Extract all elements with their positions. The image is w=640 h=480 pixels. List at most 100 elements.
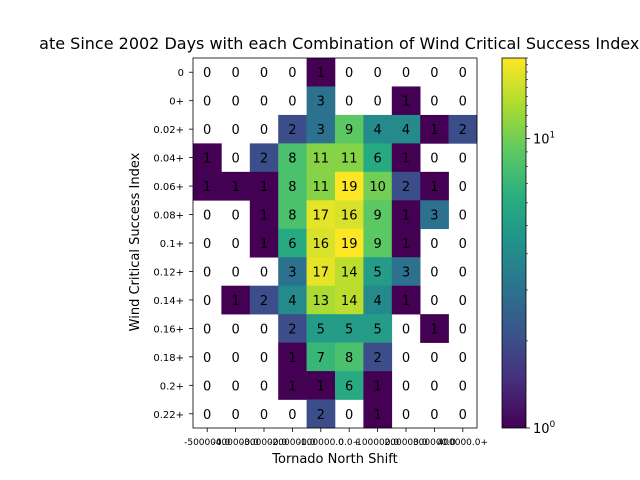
cell-value-label: 9 xyxy=(373,237,381,252)
y-tick-label: 0.1+ xyxy=(160,239,184,250)
cell-value-label: 0 xyxy=(459,95,467,110)
cell-value-label: 0 xyxy=(459,209,467,224)
heatmap-cell xyxy=(306,143,336,173)
x-tick-label: -100000.0 xyxy=(298,438,344,448)
cell-value-label: 10 xyxy=(369,180,386,195)
cell-value-label: 0 xyxy=(288,66,296,81)
cell-value-label: 3 xyxy=(288,265,296,280)
cell-value-label: 3 xyxy=(430,209,438,224)
heatmap-cell xyxy=(391,285,421,315)
cell-value-label: 0 xyxy=(231,209,239,224)
cell-value-label: 4 xyxy=(288,294,296,309)
heatmap-cell xyxy=(363,314,393,343)
heatmap-cell xyxy=(306,342,336,372)
cell-value-label: 1 xyxy=(402,209,410,224)
x-tick-label: -300000.0 xyxy=(241,438,287,448)
cell-value-label: 0 xyxy=(203,294,211,309)
cell-value-label: 0 xyxy=(203,265,211,280)
heatmap-cell xyxy=(221,285,251,315)
x-tick-label: 0.0+ xyxy=(338,438,360,448)
heatmap-cell xyxy=(306,314,336,343)
cell-value-label: 14 xyxy=(341,294,358,309)
cell-value-label: 1 xyxy=(231,294,239,309)
heatmap-cell xyxy=(306,58,336,87)
cell-value-label: 0 xyxy=(459,152,467,167)
heatmap-cell xyxy=(278,200,307,230)
cell-value-label: 2 xyxy=(373,351,381,366)
cell-value-label: 1 xyxy=(402,95,410,110)
cell-value-label: 4 xyxy=(402,123,410,138)
cell-value-label: 17 xyxy=(313,265,330,280)
heatmap-cell xyxy=(391,86,421,116)
cell-value-label: 11 xyxy=(313,180,330,195)
cell-value-label: 1 xyxy=(203,180,211,195)
cell-value-label: 16 xyxy=(313,237,330,252)
heatmap-cell xyxy=(391,114,421,144)
heatmap-cell xyxy=(306,114,336,144)
y-tick-label: 0.12+ xyxy=(153,267,184,278)
cell-value-label: 0 xyxy=(203,95,211,110)
cell-value-label: 11 xyxy=(341,152,358,167)
cell-value-label: 0 xyxy=(203,351,211,366)
heatmap-cell xyxy=(306,228,336,258)
cell-value-label: 11 xyxy=(313,152,330,167)
y-tick-label: 0.14+ xyxy=(153,296,184,307)
cell-value-label: 1 xyxy=(260,209,268,224)
y-axis-label: Wind Critical Success Index xyxy=(128,152,143,331)
cell-value-labels: 0 0 0 0 1 0 0 0 0 00 0 0 0 3 0 0 1 0 00 0 0 2 3 9 4 4 1 21 0 2 8 11 11 6 1… xyxy=(203,66,467,423)
cell-value-label: 0 xyxy=(459,408,467,423)
heatmap-cell xyxy=(193,143,222,173)
heatmap-cell xyxy=(448,114,478,144)
y-tick-label: 0.08+ xyxy=(153,211,184,222)
heatmap-cell xyxy=(363,399,393,429)
cell-value-label: 8 xyxy=(288,209,296,224)
cell-value-label: 0 xyxy=(430,95,438,110)
cell-value-label: 4 xyxy=(373,123,381,138)
cell-value-label: 7 xyxy=(317,351,325,366)
heatmap-cell xyxy=(363,342,393,372)
cell-value-label: 0 xyxy=(231,322,239,337)
y-tick-label: 0.22+ xyxy=(153,410,184,421)
y-tick-label: 0.02+ xyxy=(153,125,184,136)
y-tick-label: 0.06+ xyxy=(153,182,184,193)
heatmap-cell xyxy=(249,285,279,315)
chart-title: ate Since 2002 Days with each Combinatio… xyxy=(39,34,640,53)
cell-value-label: 0 xyxy=(430,66,438,81)
heatmap-cell xyxy=(391,200,421,230)
cell-value-label: 0 xyxy=(231,379,239,394)
heatmap-cell xyxy=(363,285,393,315)
cell-value-label: 0 xyxy=(402,322,410,337)
cell-value-label: 0 xyxy=(402,66,410,81)
cell-value-label: 1 xyxy=(317,66,325,81)
heatmap-cell xyxy=(363,257,393,286)
heatmap-cell xyxy=(335,114,364,144)
cell-value-label: 0 xyxy=(459,351,467,366)
cell-value-label: 0 xyxy=(203,379,211,394)
cell-value-label: 8 xyxy=(345,351,353,366)
heatmap-cell xyxy=(335,171,364,201)
cell-value-label: 4 xyxy=(373,294,381,309)
heatmap-cell xyxy=(391,228,421,258)
cell-value-label: 0 xyxy=(345,66,353,81)
heatmap-cell xyxy=(278,171,307,201)
heatmap-cell xyxy=(363,171,393,201)
cell-value-label: 0 xyxy=(203,66,211,81)
cell-value-label: 0 xyxy=(203,123,211,138)
cell-value-label: 0 xyxy=(231,95,239,110)
colorbar-ticks: 100 101 xyxy=(526,57,556,437)
cell-value-label: 0 xyxy=(430,294,438,309)
x-tick-label: -500000.0 xyxy=(184,438,230,448)
cell-value-label: 0 xyxy=(345,408,353,423)
heatmap-cell xyxy=(420,314,449,343)
cell-value-label: 0 xyxy=(288,95,296,110)
cell-value-label: 3 xyxy=(402,265,410,280)
cell-value-label: 1 xyxy=(203,152,211,167)
heatmap-cell xyxy=(306,285,336,315)
heatmap-cell xyxy=(249,200,279,230)
cell-value-label: 0 xyxy=(231,66,239,81)
cell-value-label: 5 xyxy=(373,265,381,280)
heatmap-cell xyxy=(363,143,393,173)
cell-value-label: 0 xyxy=(402,408,410,423)
